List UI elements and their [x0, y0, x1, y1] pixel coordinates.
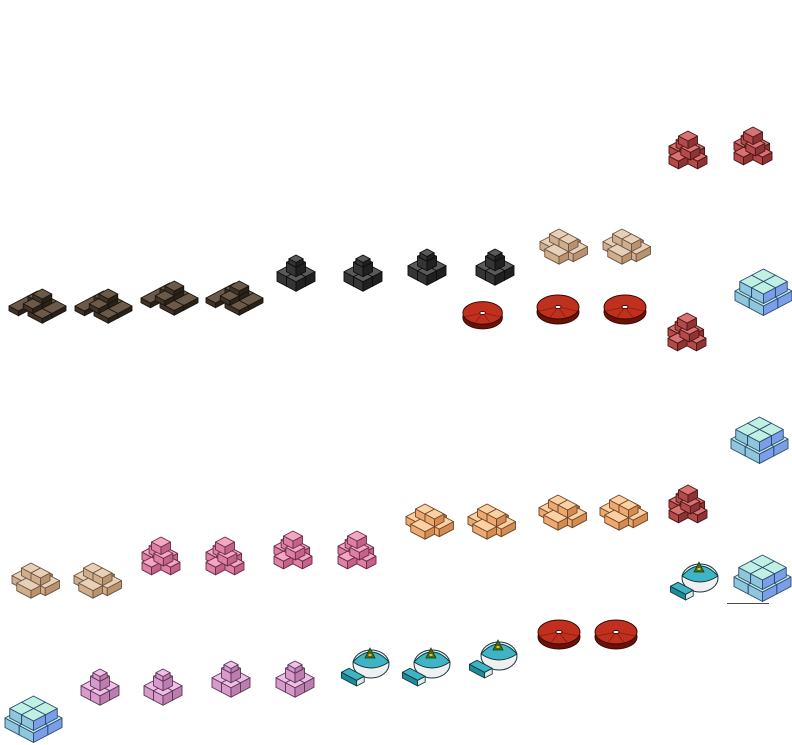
red-disc-sprite	[535, 292, 581, 326]
pink-blocks-sprite	[141, 536, 181, 576]
lilac-blocks-sprite	[80, 668, 120, 707]
red-disc-sprite	[602, 292, 648, 326]
black-blocks-sprite	[407, 248, 447, 287]
beige-blocks-sprite	[11, 562, 61, 600]
brown-blocks-sprite	[8, 288, 67, 325]
red-blocks-sprite	[667, 312, 707, 352]
orange-blocks-sprite	[405, 503, 455, 541]
teal-dish-sprite	[401, 644, 454, 687]
red-blocks-sprite	[668, 484, 708, 524]
beige-blocks-sprite	[73, 562, 123, 600]
teal-dish-sprite	[340, 644, 393, 687]
black-blocks-sprite	[276, 254, 316, 293]
orange-blocks-sprite	[467, 503, 517, 541]
black-blocks-sprite	[343, 254, 383, 293]
brown-blocks-sprite	[205, 280, 264, 317]
red-disc-quarter-sprite	[461, 298, 503, 330]
lilac-blocks-sprite	[275, 660, 315, 699]
red-blocks-sprite	[668, 130, 708, 170]
ice-cube-sprite	[733, 554, 792, 603]
lilac-blocks-sprite	[211, 660, 251, 699]
orange-blocks-sprite	[599, 494, 649, 532]
beige-blocks-sprite	[602, 228, 652, 266]
red-disc-sprite	[593, 617, 639, 651]
ice-cube-sprite	[4, 695, 63, 744]
red-blocks-sprite	[733, 126, 773, 166]
baseline-marker	[727, 603, 769, 604]
red-disc-sprite	[536, 617, 582, 651]
pink-blocks-sprite	[337, 530, 377, 570]
ice-cube-sprite	[730, 416, 789, 465]
black-blocks-sprite	[475, 248, 515, 287]
brown-blocks-sprite	[140, 280, 199, 317]
ice-cube-sprite	[734, 268, 792, 317]
pink-blocks-sprite	[273, 530, 313, 570]
teal-dish-sprite	[669, 558, 722, 601]
brown-blocks-sprite	[74, 288, 133, 325]
teal-dish-sprite	[468, 636, 521, 679]
pink-blocks-sprite	[205, 536, 245, 576]
beige-blocks-sprite	[539, 228, 589, 266]
orange-blocks-sprite	[538, 494, 588, 532]
lilac-blocks-sprite	[143, 668, 183, 707]
